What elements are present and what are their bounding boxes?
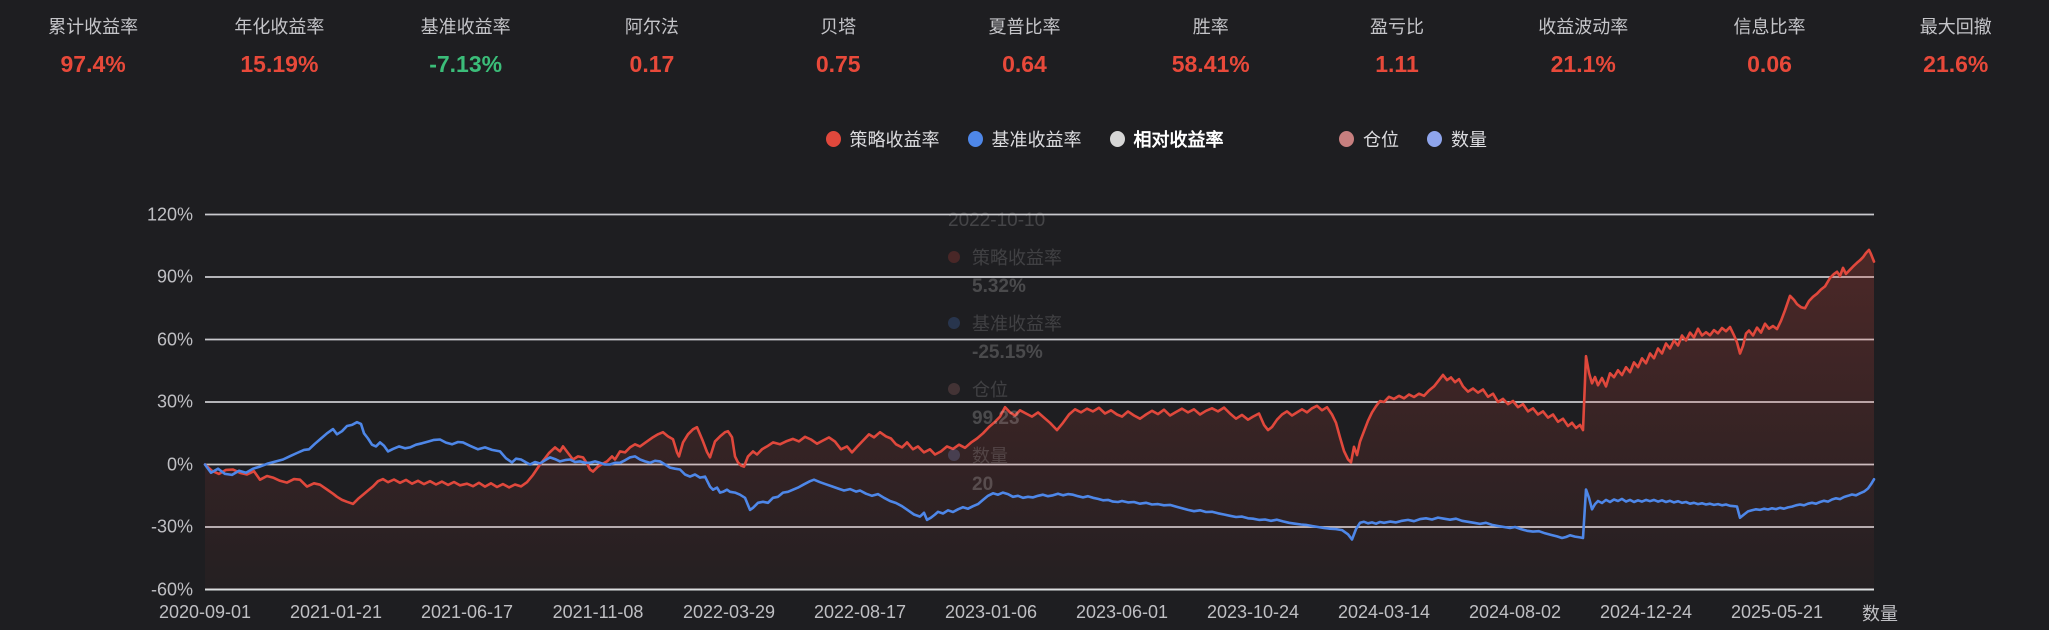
metric-label: 年化收益率 (234, 17, 325, 37)
right-axis-name: 数量 (1862, 604, 1898, 624)
metrics-header: 累计收益率 97.4% 年化收益率 15.19% 基准收益率 -7.13% 阿尔法 0.17 贝… (0, 12, 2049, 84)
metric-value: 21.1% (1550, 51, 1616, 77)
metric-label: 盈亏比 (1369, 17, 1424, 37)
area-fill-0 (205, 249, 1874, 589)
y-tick-label: -60% (150, 579, 193, 599)
x-tick-label: 2024-08-02 (1468, 602, 1562, 622)
x-tick-label: 2023-01-06 (944, 602, 1038, 622)
legend-dot-icon (1427, 131, 1442, 147)
metric-label: 累计收益率 (48, 17, 139, 37)
x-tick-label: 2021-01-21 (289, 602, 383, 622)
x-tick-label: 2022-08-17 (813, 602, 907, 622)
x-tick-label: 2021-06-17 (420, 602, 514, 622)
series-line-0 (203, 248, 1876, 506)
strategy-area-fill (205, 249, 1874, 589)
x-tick-label: 2023-06-01 (1075, 602, 1169, 622)
y-tick-label: 0% (166, 454, 193, 474)
metric-value: 97.4% (60, 51, 126, 77)
legend-label: 相对收益率 (1133, 130, 1224, 150)
metric-label: 基准收益率 (420, 17, 511, 37)
x-tick-label: 2020-09-01 (158, 602, 252, 622)
metric-value: 0.17 (629, 51, 675, 77)
metric-10: 最大回撤 21.6% (1863, 12, 2049, 84)
metric-value: 1.11 (1375, 51, 1419, 77)
metric-label: 收益波动率 (1538, 17, 1629, 37)
x-tick-label: 2023-10-24 (1206, 602, 1300, 622)
legend-item-aux-1[interactable]: 数量 (1427, 126, 1487, 152)
x-tick-label: 2025-05-21 (1730, 602, 1824, 622)
legend-label: 仓位 (1363, 130, 1399, 150)
legend-dot-icon (967, 131, 983, 147)
metric-value: 15.19% (240, 51, 319, 77)
legend-aux: 仓位 数量 (1325, 126, 1501, 152)
legend-item-aux-0[interactable]: 仓位 (1339, 126, 1399, 152)
x-tick-label: 2022-03-29 (682, 602, 776, 622)
metric-6: 胜率 58.41% (1118, 12, 1304, 84)
metric-label: 夏普比率 (988, 17, 1061, 37)
metric-value: 0.64 (1002, 51, 1047, 77)
metric-0: 累计收益率 97.4% (0, 12, 186, 84)
series-line-1 (203, 420, 1876, 541)
metric-label: 阿尔法 (624, 17, 679, 37)
metric-4: 贝塔 0.75 (745, 12, 931, 84)
x-tick-label: 2024-12-24 (1599, 602, 1693, 622)
legend-dot-icon (825, 131, 841, 147)
legend-item-main-2[interactable]: 相对收益率 (1109, 126, 1224, 152)
y-tick-label: 120% (146, 204, 193, 224)
metric-label: 贝塔 (820, 17, 857, 37)
metric-value: -7.13% (429, 51, 503, 77)
y-tick-label: 90% (156, 266, 193, 287)
x-tick-label: 2024-03-14 (1337, 602, 1431, 622)
y-tick-label: 30% (156, 391, 193, 412)
metric-label: 最大回撤 (1919, 17, 1992, 37)
metric-8: 收益波动率 21.1% (1490, 12, 1676, 84)
legend-dot-icon (1109, 131, 1125, 147)
legend-item-main-0[interactable]: 策略收益率 (825, 126, 940, 152)
legend-main: 策略收益率 基准收益率 相对收益率 (0, 126, 2049, 152)
metric-value: 21.6% (1923, 51, 1989, 77)
legend-dot-icon (1339, 131, 1354, 147)
legend-label: 基准收益率 (991, 130, 1082, 150)
legend-label: 数量 (1451, 130, 1487, 150)
metric-value: 0.75 (815, 51, 861, 77)
series-lines (203, 248, 1876, 541)
metric-9: 信息比率 0.06 (1676, 12, 1862, 84)
y-tick-label: 60% (156, 329, 193, 349)
metric-2: 基准收益率 -7.13% (373, 12, 559, 84)
metric-label: 信息比率 (1733, 17, 1806, 37)
metric-7: 盈亏比 1.11 (1304, 12, 1490, 84)
metric-5: 夏普比率 0.64 (931, 12, 1117, 84)
metric-3: 阿尔法 0.17 (559, 12, 745, 84)
metric-1: 年化收益率 15.19% (186, 12, 372, 84)
metric-value: 0.06 (1747, 51, 1792, 77)
metric-label: 胜率 (1192, 17, 1229, 37)
y-tick-label: -30% (150, 516, 193, 537)
legend-item-main-1[interactable]: 基准收益率 (967, 126, 1082, 152)
metric-value: 58.41% (1171, 51, 1250, 77)
legend-label: 策略收益率 (849, 130, 940, 150)
x-tick-label: 2021-11-08 (552, 602, 644, 622)
